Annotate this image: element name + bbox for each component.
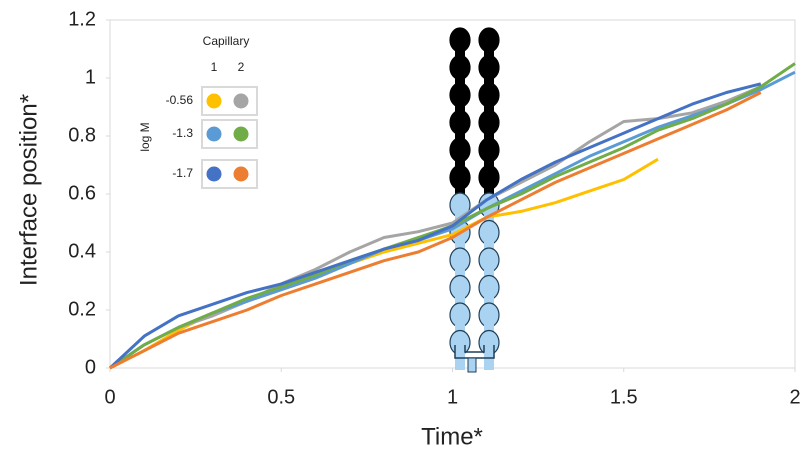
y-axis-title: Interface position* <box>15 94 42 286</box>
capillary-neck <box>455 40 465 68</box>
x-tick-label: 0 <box>104 386 115 408</box>
x-tick-label: 0.5 <box>267 386 295 408</box>
capillary-neck <box>484 287 494 315</box>
legend: Capillary 1 2 log M -0.56 -1.3 -1.7 <box>138 34 258 189</box>
x-axis-title: Time* <box>421 423 483 450</box>
legend-box <box>201 119 258 149</box>
legend-row-title: log M <box>138 122 152 151</box>
capillary-neck <box>455 232 465 260</box>
y-tick-label: 0.4 <box>68 240 96 262</box>
capillary-neck <box>484 232 494 260</box>
capillary-neck <box>484 122 494 150</box>
legend-box <box>201 86 258 116</box>
capillary-neck <box>455 122 465 150</box>
capillary-neck <box>484 342 494 370</box>
y-tick-label: 1.2 <box>68 8 96 30</box>
capillary-neck <box>484 177 494 205</box>
legend-box <box>201 159 258 189</box>
capillary-neck <box>484 40 494 68</box>
capillary-inset <box>449 27 500 373</box>
capillary-neck <box>484 260 494 288</box>
capillary-neck <box>455 95 465 123</box>
x-tick-label: 1 <box>447 386 458 408</box>
legend-marker <box>232 165 250 183</box>
capillary-outlet <box>467 357 477 373</box>
y-tick-label: 0 <box>85 356 96 378</box>
capillary-neck <box>484 67 494 95</box>
capillary-neck <box>455 150 465 178</box>
capillary-neck <box>455 67 465 95</box>
capillary-neck <box>484 315 494 343</box>
series-line <box>109 157 659 370</box>
legend-title: Capillary <box>203 34 250 48</box>
capillary-neck <box>484 150 494 178</box>
legend-marker <box>232 125 250 143</box>
capillary-neck <box>455 342 465 370</box>
capillary-neck <box>484 205 494 233</box>
x-tick-label: 1.5 <box>610 386 638 408</box>
y-tick-label: 0.2 <box>68 298 96 320</box>
capillary-neck <box>484 95 494 123</box>
legend-marker <box>232 92 250 110</box>
legend-row-label: -1.3 <box>172 126 193 140</box>
y-tick-label: 1 <box>85 66 96 88</box>
series-line <box>109 85 762 370</box>
x-tick-label: 2 <box>789 386 800 408</box>
series-line <box>108 82 762 370</box>
legend-marker <box>205 125 223 143</box>
legend-marker <box>205 92 223 110</box>
series-line <box>109 91 762 370</box>
y-tick-label: 0.8 <box>68 124 96 146</box>
y-tick-label: 0.6 <box>68 182 96 204</box>
capillary-neck <box>455 287 465 315</box>
capillary-neck <box>455 177 465 205</box>
legend-row-label: -0.56 <box>166 93 194 107</box>
legend-column-label: 2 <box>238 60 245 74</box>
legend-row-label: -1.7 <box>172 166 193 180</box>
capillary-neck <box>455 260 465 288</box>
capillary-neck <box>455 315 465 343</box>
legend-column-label: 1 <box>211 60 218 74</box>
legend-marker <box>205 165 223 183</box>
